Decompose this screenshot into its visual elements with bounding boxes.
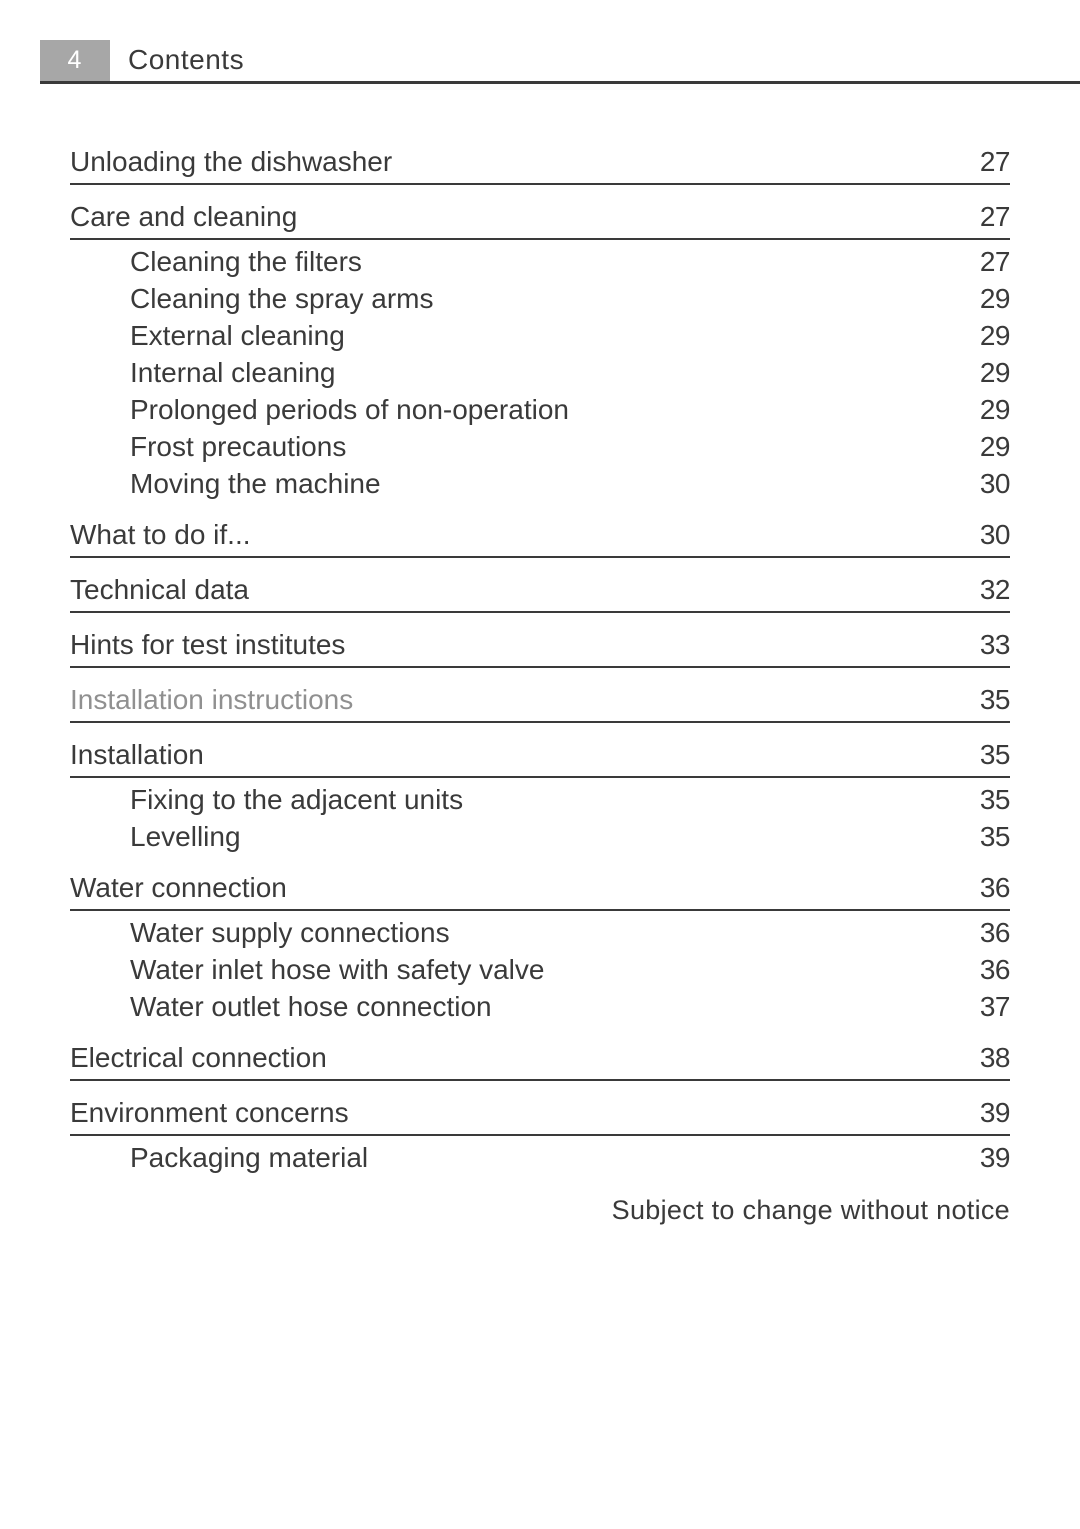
toc-subitem: Internal cleaning29 xyxy=(70,355,1010,392)
toc-entry-label: Prolonged periods of non-operation xyxy=(130,394,950,426)
toc-entry-label: Water inlet hose with safety valve xyxy=(130,954,950,986)
toc-entry-page: 33 xyxy=(950,629,1010,661)
toc-entry-page: 32 xyxy=(950,574,1010,606)
toc-subitem: Frost precautions29 xyxy=(70,429,1010,466)
toc-heading: What to do if...30 xyxy=(70,517,1010,558)
toc-entry-page: 35 xyxy=(950,739,1010,771)
footer-disclaimer: Subject to change without notice xyxy=(40,1195,1010,1226)
toc-entry-label: Cleaning the filters xyxy=(130,246,950,278)
toc-subitem: Cleaning the spray arms29 xyxy=(70,281,1010,318)
toc-subitem: Moving the machine30 xyxy=(70,466,1010,503)
toc-entry-label: Hints for test institutes xyxy=(70,629,950,661)
toc-heading: Hints for test institutes33 xyxy=(70,627,1010,668)
toc-entry-page: 36 xyxy=(950,917,1010,949)
toc-entry-page: 35 xyxy=(950,684,1010,716)
toc-entry-page: 29 xyxy=(950,357,1010,389)
toc-entry-label: Fixing to the adjacent units xyxy=(130,784,950,816)
toc-entry-page: 38 xyxy=(950,1042,1010,1074)
toc-entry-label: Levelling xyxy=(130,821,950,853)
toc-entry-label: Water connection xyxy=(70,872,950,904)
toc-entry-page: 29 xyxy=(950,394,1010,426)
toc-entry-page: 29 xyxy=(950,320,1010,352)
toc-subitem: External cleaning29 xyxy=(70,318,1010,355)
page-number-box: 4 xyxy=(40,40,110,81)
toc-subitem: Packaging material39 xyxy=(70,1140,1010,1177)
toc-entry-label: External cleaning xyxy=(130,320,950,352)
toc-entry-page: 37 xyxy=(950,991,1010,1023)
toc-heading: Environment concerns39 xyxy=(70,1095,1010,1136)
toc-subitem: Fixing to the adjacent units35 xyxy=(70,782,1010,819)
toc-heading: Electrical connection38 xyxy=(70,1040,1010,1081)
toc-entry-label: Electrical connection xyxy=(70,1042,950,1074)
toc-entry-page: 35 xyxy=(950,784,1010,816)
toc-entry-label: Frost precautions xyxy=(130,431,950,463)
toc-entry-page: 35 xyxy=(950,821,1010,853)
toc-entry-page: 36 xyxy=(950,954,1010,986)
toc-entry-label: Water supply connections xyxy=(130,917,950,949)
toc-entry-page: 27 xyxy=(950,146,1010,178)
toc-subitem: Water outlet hose connection37 xyxy=(70,989,1010,1026)
toc-entry-page: 27 xyxy=(950,201,1010,233)
toc-entry-label: What to do if... xyxy=(70,519,950,551)
toc-entry-label: Environment concerns xyxy=(70,1097,950,1129)
toc-entry-label: Technical data xyxy=(70,574,950,606)
toc-entry-label: Packaging material xyxy=(130,1142,950,1174)
toc-entry-page: 39 xyxy=(950,1097,1010,1129)
toc-heading: Unloading the dishwasher27 xyxy=(70,144,1010,185)
toc-entry-label: Cleaning the spray arms xyxy=(130,283,950,315)
toc-entry-page: 29 xyxy=(950,431,1010,463)
table-of-contents: Unloading the dishwasher27Care and clean… xyxy=(40,144,1010,1177)
toc-entry-page: 36 xyxy=(950,872,1010,904)
toc-subitem: Levelling35 xyxy=(70,819,1010,856)
toc-subitem: Prolonged periods of non-operation29 xyxy=(70,392,1010,429)
toc-entry-page: 30 xyxy=(950,468,1010,500)
toc-entry-label: Installation instructions xyxy=(70,684,950,716)
toc-entry-label: Water outlet hose connection xyxy=(130,991,950,1023)
toc-entry-page: 27 xyxy=(950,246,1010,278)
page-header: 4 Contents xyxy=(40,40,1080,84)
toc-entry-page: 30 xyxy=(950,519,1010,551)
toc-subitem: Cleaning the filters27 xyxy=(70,244,1010,281)
toc-entry-label: Unloading the dishwasher xyxy=(70,146,950,178)
toc-heading: Technical data32 xyxy=(70,572,1010,613)
toc-subitem: Water inlet hose with safety valve36 xyxy=(70,952,1010,989)
toc-entry-label: Moving the machine xyxy=(130,468,950,500)
header-section-title: Contents xyxy=(110,40,244,81)
toc-entry-label: Care and cleaning xyxy=(70,201,950,233)
toc-entry-label: Installation xyxy=(70,739,950,771)
toc-subitem: Water supply connections36 xyxy=(70,915,1010,952)
toc-heading: Water connection36 xyxy=(70,870,1010,911)
toc-entry-page: 39 xyxy=(950,1142,1010,1174)
toc-heading: Installation instructions35 xyxy=(70,682,1010,723)
toc-heading: Installation35 xyxy=(70,737,1010,778)
toc-entry-page: 29 xyxy=(950,283,1010,315)
toc-entry-label: Internal cleaning xyxy=(130,357,950,389)
toc-heading: Care and cleaning27 xyxy=(70,199,1010,240)
